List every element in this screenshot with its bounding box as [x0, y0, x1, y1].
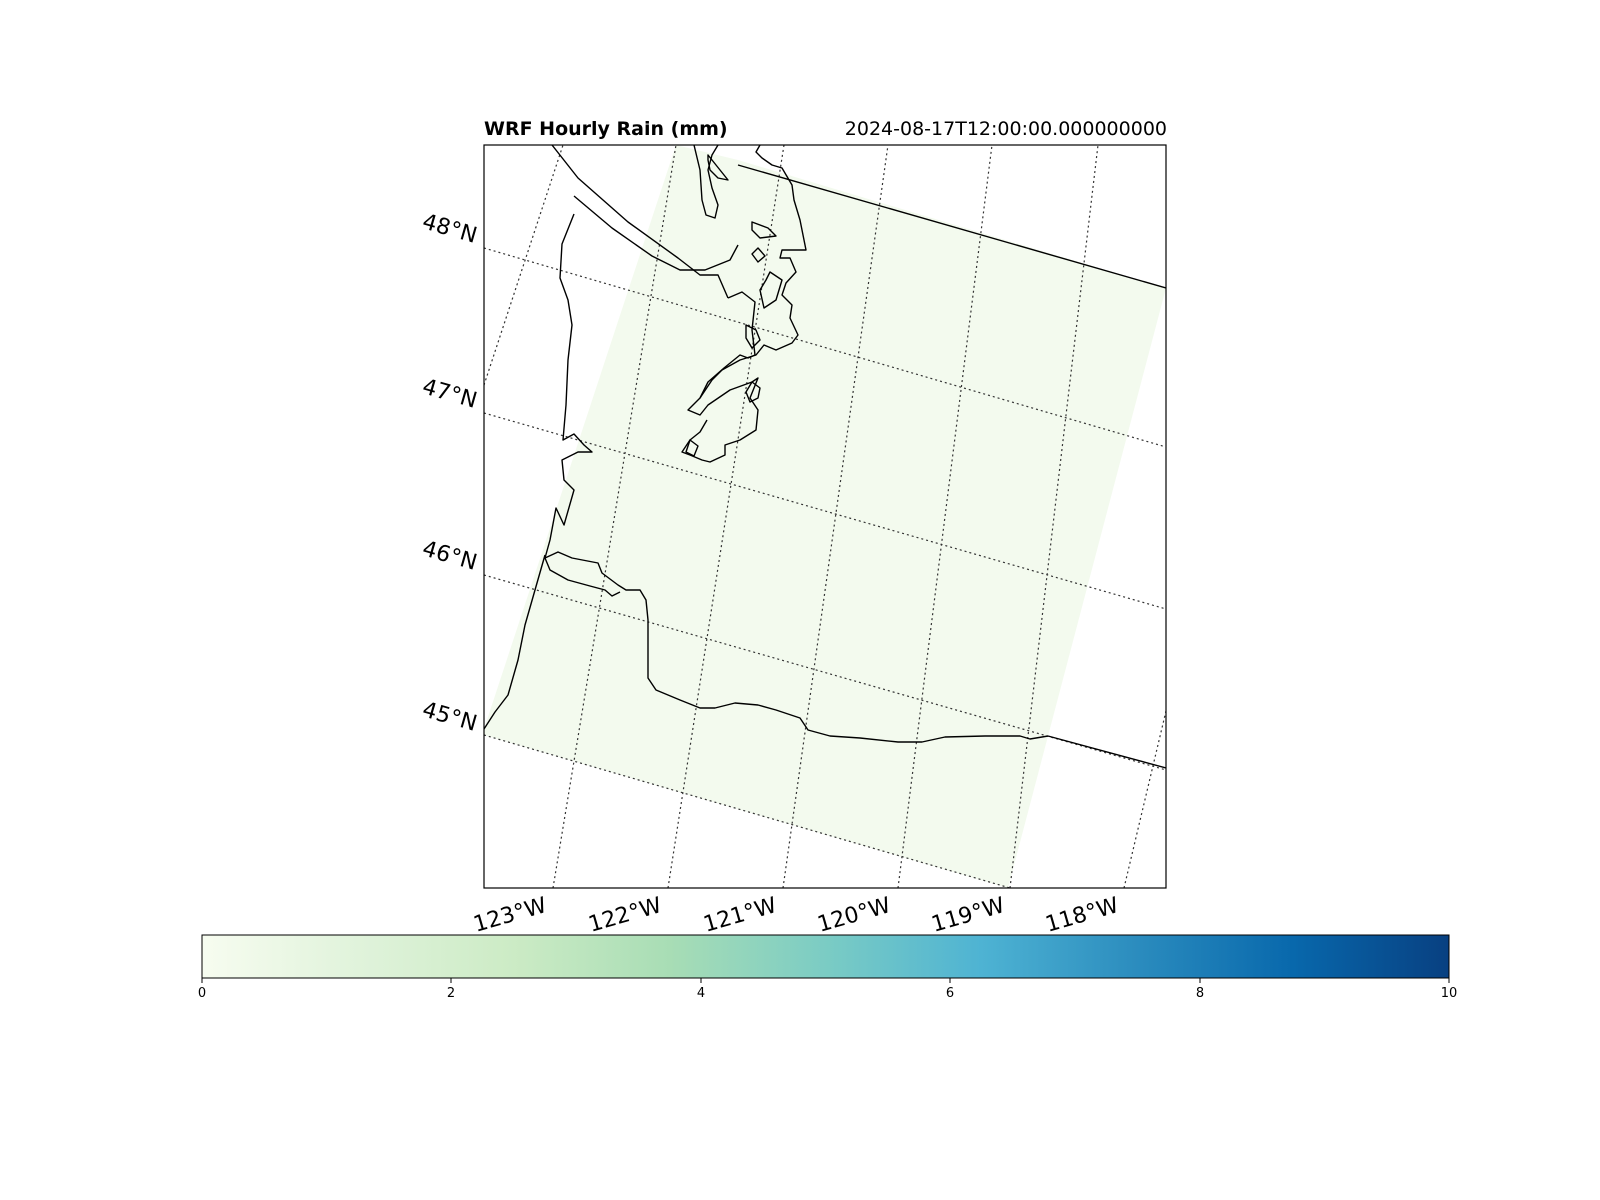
longitude-labels: 123°W 122°W 121°W 120°W 119°W 118°W	[471, 893, 1122, 938]
coastlines	[484, 145, 1166, 769]
colorbar-tick-10: 10	[1441, 986, 1458, 1001]
latitude-labels: 48°N 47°N 46°N 45°N	[420, 209, 480, 736]
colorbar-tick-2: 2	[447, 986, 455, 1001]
lat-label-46: 46°N	[420, 536, 480, 575]
map-frame	[483, 144, 1167, 889]
longitude-gridlines	[484, 145, 1166, 888]
colorbar-gradient	[201, 934, 1450, 979]
lat-label-47: 47°N	[420, 374, 480, 413]
colorbar-ticks	[201, 978, 1450, 983]
lat-label-45: 45°N	[420, 697, 480, 736]
lon-label-120: 120°W	[815, 893, 894, 938]
lon-label-119: 119°W	[929, 893, 1008, 938]
colorbar-tick-4: 4	[697, 986, 705, 1001]
colorbar-tick-0: 0	[198, 986, 206, 1001]
colorbar-tick-8: 8	[1196, 986, 1204, 1001]
lon-label-122: 122°W	[586, 893, 665, 938]
map-title: WRF Hourly Rain (mm)	[484, 118, 728, 140]
lon-label-123: 123°W	[471, 893, 550, 938]
colorbar-tick-6: 6	[946, 986, 954, 1001]
rain-field-domain	[484, 145, 1166, 888]
valid-time-label: 2024-08-17T12:00:00.000000000	[844, 118, 1167, 140]
colorbar: 0 2 4 6 8 10	[198, 934, 1458, 1001]
lon-label-118: 118°W	[1043, 893, 1122, 938]
lon-label-121: 121°W	[701, 893, 780, 938]
lat-label-48: 48°N	[420, 209, 480, 248]
